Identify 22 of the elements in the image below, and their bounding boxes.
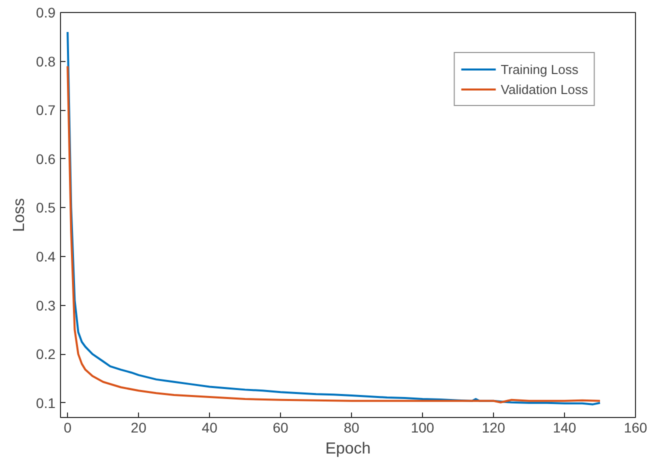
x-tick-label: 160 <box>624 420 648 436</box>
x-tick-label: 100 <box>410 420 434 436</box>
y-tick-label: 0.6 <box>36 150 56 167</box>
y-tick-label: 0.3 <box>36 297 56 314</box>
y-tick-label: 0.2 <box>36 346 56 362</box>
x-tick-label: 80 <box>344 420 360 436</box>
y-tick-label: 0.4 <box>36 248 56 264</box>
y-tick-label: 0.9 <box>36 4 56 20</box>
x-tick-label: 140 <box>552 420 576 436</box>
x-tick-label: 60 <box>272 420 289 436</box>
x-tick-label: 40 <box>202 420 218 436</box>
x-axis-title: Epoch <box>325 440 371 458</box>
x-tick-label: 20 <box>130 420 147 436</box>
y-tick-label: 0.5 <box>36 200 56 216</box>
x-tick-label: 0 <box>64 420 72 436</box>
y-axis-title: Loss <box>11 198 28 232</box>
legend-label: Training Loss <box>500 62 578 76</box>
legend-label: Validation Loss <box>500 82 588 96</box>
y-tick-label: 0.7 <box>36 102 56 118</box>
y-tick-label: 0.1 <box>36 394 56 411</box>
x-tick-label: 120 <box>482 420 506 436</box>
y-tick-label: 0.8 <box>36 53 56 70</box>
